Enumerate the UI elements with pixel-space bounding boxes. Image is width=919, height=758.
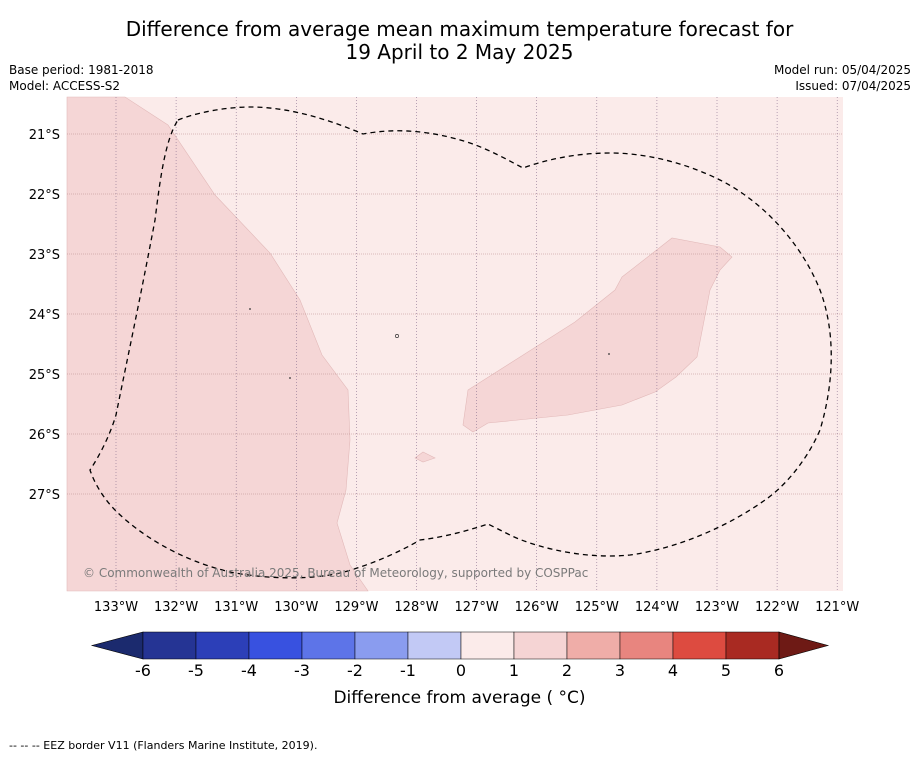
longitude-gridlines — [115, 97, 838, 591]
longitude-label: 130°W — [274, 600, 318, 615]
longitude-label: 127°W — [455, 600, 499, 615]
base-period-label: Base period: 1981-2018 — [9, 63, 154, 77]
colorbar-tick-labels: -6 -5 -4 -3 -2 -1 0 1 2 3 4 5 6 — [135, 661, 784, 680]
latitude-label: 25°S — [29, 368, 60, 383]
colorbar-box — [354, 631, 409, 660]
model-run-label: Model run: 05/04/2025 — [773, 63, 911, 77]
latitude-gridlines — [67, 133, 843, 495]
colorbar-box — [725, 631, 780, 660]
colorbar-box — [407, 631, 462, 660]
issued-label: Issued: 07/04/2025 — [795, 79, 911, 93]
colorbar-over-arrow — [778, 631, 830, 660]
speck-mark — [249, 308, 251, 310]
anomaly-region-west — [66, 96, 369, 592]
colorbar-tick-label: 1 — [509, 661, 519, 680]
colorbar-tick-label: 3 — [615, 661, 625, 680]
colorbar-tick-label: -1 — [400, 661, 416, 680]
longitude-label: 123°W — [695, 600, 739, 615]
speck-mark — [608, 353, 610, 355]
copyright-watermark: © Commonwealth of Australia 2025, Bureau… — [83, 566, 588, 580]
title-line-1: Difference from average mean maximum tem… — [125, 17, 794, 41]
latitude-label: 23°S — [29, 248, 60, 263]
colorbar-tick-label: 0 — [456, 661, 466, 680]
colorbar-tick-label: 2 — [562, 661, 572, 680]
map-title: Difference from average mean maximum tem… — [0, 18, 919, 64]
colorbar-box — [513, 631, 568, 660]
longitude-label: 128°W — [394, 600, 438, 615]
colorbar — [90, 631, 830, 660]
colorbar-box — [301, 631, 356, 660]
colorbar-box — [195, 631, 250, 660]
latitude-labels: 21°S 22°S 23°S 24°S 25°S 26°S 27°S — [29, 128, 60, 503]
anomaly-region-east — [462, 237, 733, 433]
latitude-label: 22°S — [29, 188, 60, 203]
colorbar-tick-label: -3 — [294, 661, 310, 680]
longitude-label: 129°W — [334, 600, 378, 615]
colorbar-tick-label: 4 — [668, 661, 678, 680]
colorbar-box — [672, 631, 727, 660]
colorbar-tick-label: -4 — [241, 661, 257, 680]
longitude-label: 133°W — [94, 600, 138, 615]
longitude-label: 125°W — [575, 600, 619, 615]
speck-mark — [395, 334, 399, 338]
colorbar-box — [460, 631, 515, 660]
latitude-label: 27°S — [29, 488, 60, 503]
colorbar-tick-label: -6 — [135, 661, 151, 680]
colorbar-box — [619, 631, 674, 660]
model-label: Model: ACCESS-S2 — [9, 79, 121, 93]
colorbar-tick-label: 5 — [721, 661, 731, 680]
colorbar-tick-label: -5 — [188, 661, 204, 680]
longitude-label: 124°W — [635, 600, 679, 615]
longitude-labels: 133°W 132°W 131°W 130°W 129°W 128°W 127°W 126°W… — [94, 600, 860, 615]
colorbar-tick-label: 6 — [774, 661, 784, 680]
colorbar-title: Difference from average ( °C) — [333, 688, 586, 708]
anomaly-region-small — [414, 451, 436, 463]
colorbar-box — [566, 631, 621, 660]
colorbar-tick-label: -2 — [347, 661, 363, 680]
meta-left: Base period: 1981-2018 Model: ACCESS-S2 — [9, 62, 154, 94]
colorbar-box — [142, 631, 197, 660]
latitude-label: 21°S — [29, 128, 60, 143]
longitude-label: 121°W — [815, 600, 859, 615]
latitude-label: 24°S — [29, 308, 60, 323]
eez-footnote: -- -- -- EEZ border V11 (Flanders Marine… — [9, 739, 318, 752]
latitude-label: 26°S — [29, 428, 60, 443]
longitude-label: 122°W — [755, 600, 799, 615]
colorbar-box — [248, 631, 303, 660]
speck-mark — [289, 377, 291, 379]
longitude-label: 131°W — [214, 600, 258, 615]
longitude-label: 132°W — [154, 600, 198, 615]
colorbar-under-arrow — [90, 631, 144, 660]
eez-border — [89, 106, 832, 579]
meta-right: Model run: 05/04/2025 Issued: 07/04/2025 — [774, 62, 911, 94]
longitude-label: 126°W — [515, 600, 559, 615]
title-line-2: 19 April to 2 May 2025 — [345, 40, 574, 64]
